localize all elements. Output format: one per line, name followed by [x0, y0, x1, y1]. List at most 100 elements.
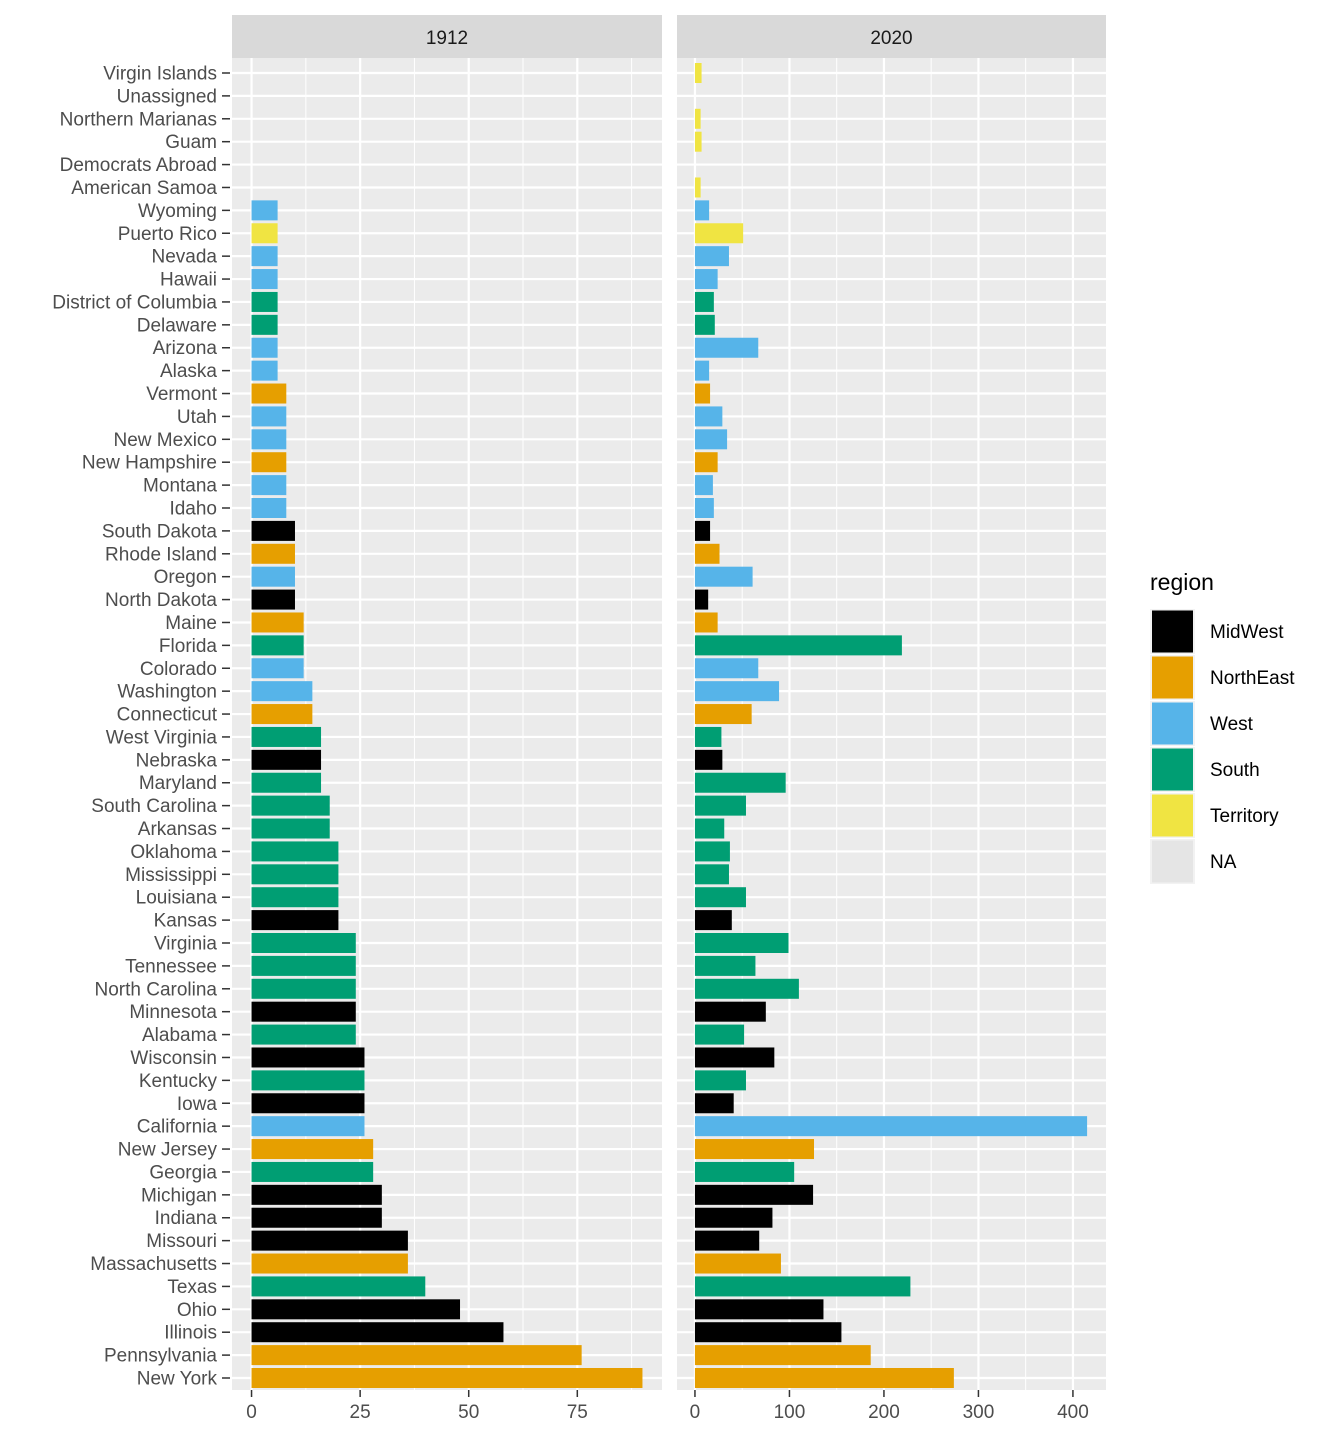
y-tick-label: Connecticut: [117, 705, 218, 726]
bar: [694, 429, 728, 450]
bar: [694, 360, 710, 381]
bar: [694, 658, 759, 679]
bar: [694, 589, 709, 610]
y-tick-label: Vermont: [146, 384, 217, 405]
legend-key-midwest: [1152, 610, 1193, 653]
bar: [251, 864, 339, 885]
bar: [251, 223, 278, 244]
bar: [694, 1093, 734, 1114]
y-tick-label: Delaware: [137, 315, 217, 336]
y-tick-label: Idaho: [169, 499, 217, 520]
y-tick-label: District of Columbia: [52, 292, 217, 313]
bar: [694, 726, 722, 747]
y-tick-label: American Samoa: [71, 178, 217, 199]
bar: [694, 1299, 824, 1320]
y-tick-label: Tennessee: [125, 956, 217, 977]
y-tick-label: North Carolina: [95, 979, 218, 1000]
y-tick-label: West Virginia: [106, 727, 218, 748]
bar: [694, 612, 718, 633]
y-tick-label: Wyoming: [138, 201, 217, 222]
bar: [694, 383, 711, 404]
bar: [251, 314, 278, 335]
bar: [694, 681, 780, 702]
bar: [251, 566, 295, 587]
bar: [251, 291, 278, 312]
y-tick-label: Oklahoma: [130, 842, 217, 863]
bar: [694, 566, 753, 587]
bar: [251, 1253, 408, 1274]
bar: [694, 269, 718, 290]
facet-label: 2020: [870, 28, 912, 49]
y-tick-label: Oregon: [154, 567, 217, 588]
bar: [694, 933, 789, 953]
legend-label: South: [1210, 760, 1260, 781]
bar: [694, 131, 702, 152]
bar: [251, 383, 287, 404]
bar: [251, 910, 339, 931]
legend-title: region: [1150, 569, 1214, 595]
x-tick-label: 75: [567, 1402, 588, 1423]
bar: [251, 200, 278, 221]
y-tick-label: Louisiana: [136, 888, 218, 909]
legend-label: MidWest: [1210, 622, 1284, 643]
bar: [694, 452, 718, 473]
y-tick-label: Indiana: [155, 1208, 218, 1229]
bar: [694, 1070, 746, 1091]
bar: [251, 543, 295, 564]
bar: [251, 933, 356, 953]
y-tick-label: New Jersey: [118, 1140, 218, 1161]
bar: [251, 818, 330, 839]
bar: [694, 108, 701, 129]
y-tick-label: Northern Marianas: [60, 109, 217, 130]
bar: [694, 337, 759, 358]
x-tick-label: 0: [246, 1402, 257, 1423]
legend-key-west: [1152, 702, 1193, 745]
bar: [694, 864, 729, 885]
y-tick-label: Colorado: [140, 659, 217, 680]
legend-label: NA: [1210, 852, 1237, 873]
y-tick-label: Nevada: [152, 247, 218, 268]
legend-key-south: [1152, 748, 1193, 791]
legend-key-northeast: [1152, 656, 1193, 699]
bar: [694, 1001, 766, 1022]
y-tick-label: Washington: [117, 682, 217, 703]
bar: [694, 955, 756, 976]
legend-key-territory: [1152, 794, 1193, 837]
bar: [694, 475, 713, 496]
bar: [251, 955, 356, 976]
bar: [251, 269, 278, 290]
y-tick-label: Illinois: [164, 1323, 217, 1344]
x-tick-label: 400: [1057, 1402, 1089, 1423]
y-tick-label: South Carolina: [91, 796, 217, 817]
y-tick-label: Rhode Island: [105, 544, 217, 565]
y-tick-label: Michigan: [141, 1185, 217, 1206]
bar: [694, 63, 702, 83]
bar: [251, 1184, 382, 1205]
facet-label: 1912: [426, 28, 468, 49]
y-tick-label: Kentucky: [139, 1071, 218, 1092]
y-tick-label: Massachusetts: [90, 1254, 217, 1275]
bar: [251, 887, 339, 908]
y-tick-label: Wisconsin: [130, 1048, 217, 1069]
bar: [251, 612, 304, 633]
y-tick-label: Montana: [143, 476, 217, 497]
y-tick-label: Unassigned: [117, 86, 217, 107]
y-tick-label: Pennsylvania: [104, 1346, 217, 1367]
bar: [694, 1116, 1088, 1137]
bar: [251, 978, 356, 999]
bar: [251, 1116, 365, 1137]
legend-label: NorthEast: [1210, 668, 1295, 689]
bar: [251, 681, 313, 702]
bar: [251, 452, 287, 473]
bar: [251, 658, 304, 679]
bar: [694, 818, 725, 839]
bar: [694, 1368, 954, 1388]
y-tick-label: California: [137, 1117, 218, 1138]
x-tick-label: 0: [690, 1402, 701, 1423]
bar: [694, 1230, 760, 1251]
x-tick-label: 25: [350, 1402, 371, 1423]
y-tick-label: Virgin Islands: [103, 64, 217, 85]
legend-label: Territory: [1210, 806, 1279, 827]
bar: [694, 543, 720, 564]
bar: [251, 1139, 374, 1160]
